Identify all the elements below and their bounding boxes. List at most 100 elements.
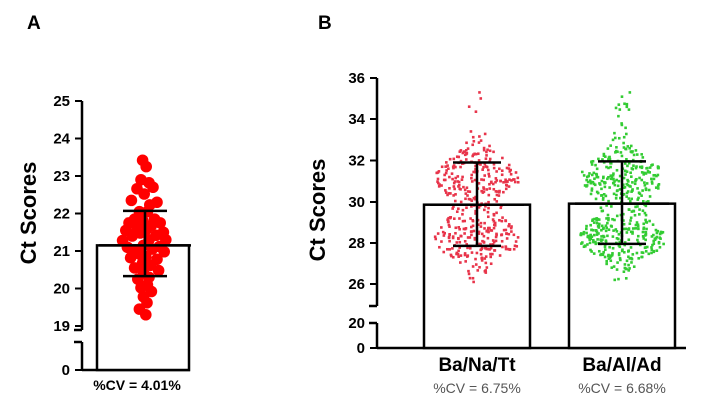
panel-b-point-ba-al-ad-204 <box>610 175 614 179</box>
panel-b-ytick-20-label: 20 <box>348 315 365 332</box>
panel-b-point-ba-na-tt-364 <box>466 147 470 150</box>
panel-b-point-ba-na-tt-14 <box>484 205 487 208</box>
panel-b-point-ba-al-ad-400 <box>583 244 587 248</box>
panel-a: A Ct Scores 0 19 20 21 22 <box>16 13 191 393</box>
panel-b-point-ba-na-tt-93 <box>474 170 477 174</box>
panel-b-point-ba-al-ad-132 <box>616 237 620 241</box>
panel-b-point-ba-al-ad-482 <box>643 211 647 215</box>
panel-b-point-ba-na-tt-149 <box>474 164 477 168</box>
panel-b-point-ba-na-tt-403 <box>499 179 502 183</box>
panel-b-point-ba-na-tt-87 <box>453 187 456 191</box>
panel-b-point-ba-al-ad-176 <box>652 249 656 253</box>
panel-b-point-ba-al-ad-226 <box>645 167 648 170</box>
panel-b-point-ba-na-tt-301 <box>482 146 486 150</box>
panel-b-point-ba-na-tt-310 <box>453 199 457 203</box>
panel-b-point-ba-na-tt-398 <box>486 228 490 232</box>
panel-b-point-ba-na-tt-82 <box>459 200 463 204</box>
panel-b-point-ba-al-ad-272 <box>596 238 599 241</box>
panel-b-point-ba-na-tt-183 <box>500 233 503 237</box>
panel-b-point-ba-al-ad-271 <box>616 261 619 264</box>
panel-b-point-ba-al-ad-468 <box>606 234 609 238</box>
panel-b-point-ba-al-ad-173 <box>601 227 605 231</box>
panel-b-point-ba-al-ad-463 <box>606 213 610 217</box>
panel-b-point-ba-al-ad-82 <box>604 224 608 228</box>
panel-b-point-ba-al-ad-258 <box>650 235 654 238</box>
panel-b-point-ba-na-tt-416 <box>447 220 450 223</box>
panel-b-point-ba-al-ad-19 <box>643 181 646 184</box>
panel-b-point-ba-al-ad-25 <box>637 227 640 231</box>
panel-b-point-ba-al-ad-202 <box>601 238 604 242</box>
panel-a-ytick-23-label: 23 <box>53 168 70 185</box>
panel-b-point-ba-al-ad-257 <box>633 213 637 217</box>
panel-b-point-ba-na-tt-259 <box>457 249 460 253</box>
panel-b-point-ba-al-ad-232 <box>631 181 634 184</box>
panel-b-point-ba-al-ad-470 <box>632 209 636 213</box>
panel-b-point-ba-al-ad-399 <box>647 188 651 192</box>
panel-b-point-ba-na-tt-369 <box>483 221 486 225</box>
panel-b-point-ba-al-ad-111 <box>611 217 614 221</box>
panel-b-point-ba-na-tt-411 <box>466 194 469 197</box>
panel-b-point-ba-al-ad-397 <box>594 163 597 167</box>
panel-b-point-ba-al-ad-253 <box>636 198 640 201</box>
panel-b-point-ba-na-tt-250 <box>477 206 481 209</box>
panel-b-point-ba-al-ad-60 <box>597 232 600 235</box>
panel-b-point-ba-al-ad-477 <box>661 230 665 234</box>
panel-b-point-ba-al-ad-125 <box>592 171 596 175</box>
panel-b-point-ba-na-tt-203 <box>485 188 489 191</box>
panel-b-point-ba-al-ad-404 <box>643 234 647 237</box>
panel-b-point-ba-al-ad-137 <box>654 228 658 232</box>
panel-b-point-ba-al-ad-352 <box>597 218 601 221</box>
panel-b-point-ba-na-tt-230 <box>495 233 498 237</box>
panel-b-point-ba-al-ad-113 <box>607 218 610 222</box>
panel-b-point-ba-al-ad-333 <box>600 194 604 197</box>
panel-b-ytick-32: 32 <box>348 153 377 170</box>
panel-b-point-ba-al-ad-198 <box>615 236 619 240</box>
panel-b-point-ba-al-ad-44 <box>617 233 621 236</box>
panel-b-point-ba-al-ad-296 <box>620 123 624 127</box>
panel-b-point-ba-na-tt-101 <box>473 178 477 182</box>
panel-b-point-ba-na-tt-124 <box>456 180 460 183</box>
panel-b-ytick-26-label: 26 <box>348 276 365 293</box>
panel-b-point-ba-na-tt-331 <box>498 218 501 222</box>
panel-b-point-ba-na-tt-217 <box>450 172 454 175</box>
panel-b-point-ba-al-ad-454 <box>659 237 662 240</box>
panel-b-point-ba-al-ad-105 <box>620 95 624 98</box>
panel-b-point-ba-na-tt-296 <box>487 193 491 197</box>
panel-b-point-ba-na-tt-200 <box>479 252 483 256</box>
panel-b-point-ba-na-tt-379 <box>465 141 468 145</box>
panel-b-point-ba-al-ad-218 <box>656 173 660 177</box>
panel-b-point-ba-na-tt-289 <box>468 236 472 239</box>
panel-b-point-ba-na-tt-280 <box>454 176 458 180</box>
panel-b-point-ba-al-ad-336 <box>622 135 626 139</box>
panel-a-cv-label: %CV = 4.01% <box>93 377 181 393</box>
panel-b-point-ba-na-tt-249 <box>477 182 481 185</box>
panel-b-point-ba-na-tt-409 <box>461 175 464 179</box>
panel-b-point-ba-al-ad-51 <box>612 192 616 196</box>
panel-b-point-ba-na-tt-303 <box>484 157 488 161</box>
panel-b-point-ba-al-ad-391 <box>593 183 597 187</box>
panel-b-point-ba-al-ad-200 <box>611 177 615 181</box>
panel-b-point-ba-na-tt-361 <box>447 216 450 220</box>
panel-b-point-ba-na-tt-348 <box>487 226 490 230</box>
panel-b-point-ba-al-ad-13 <box>603 255 607 259</box>
panel-b-point-ba-al-ad-466 <box>607 199 610 203</box>
panel-b-point-ba-na-tt-158 <box>482 187 486 190</box>
panel-a-ytick-24-label: 24 <box>53 131 70 148</box>
panel-b-point-ba-al-ad-95 <box>634 223 638 227</box>
panel-b-point-ba-al-ad-431 <box>638 213 641 216</box>
panel-b-point-ba-al-ad-282 <box>602 154 606 158</box>
panel-b-point-ba-na-tt-392 <box>477 162 481 166</box>
panel-b-point-ba-na-tt-170 <box>474 209 477 213</box>
panel-b-point-ba-al-ad-168 <box>644 213 648 217</box>
panel-b-point-ba-al-ad-461 <box>586 180 590 184</box>
panel-b-point-ba-al-ad-416 <box>640 255 644 259</box>
panel-b-point-ba-al-ad-280 <box>616 184 620 188</box>
panel-b-point-ba-al-ad-343 <box>615 150 618 153</box>
panel-a-ytick-25: 25 <box>53 93 82 110</box>
panel-b-point-ba-na-tt-404 <box>491 218 495 221</box>
panel-b-point-ba-na-tt-371 <box>436 171 440 174</box>
panel-b-point-ba-al-ad-162 <box>623 241 627 244</box>
panel-b-ytick-34: 34 <box>348 111 377 128</box>
panel-b-point-ba-al-ad-174 <box>588 241 592 245</box>
panel-b-point-ba-na-tt-209 <box>487 175 491 178</box>
